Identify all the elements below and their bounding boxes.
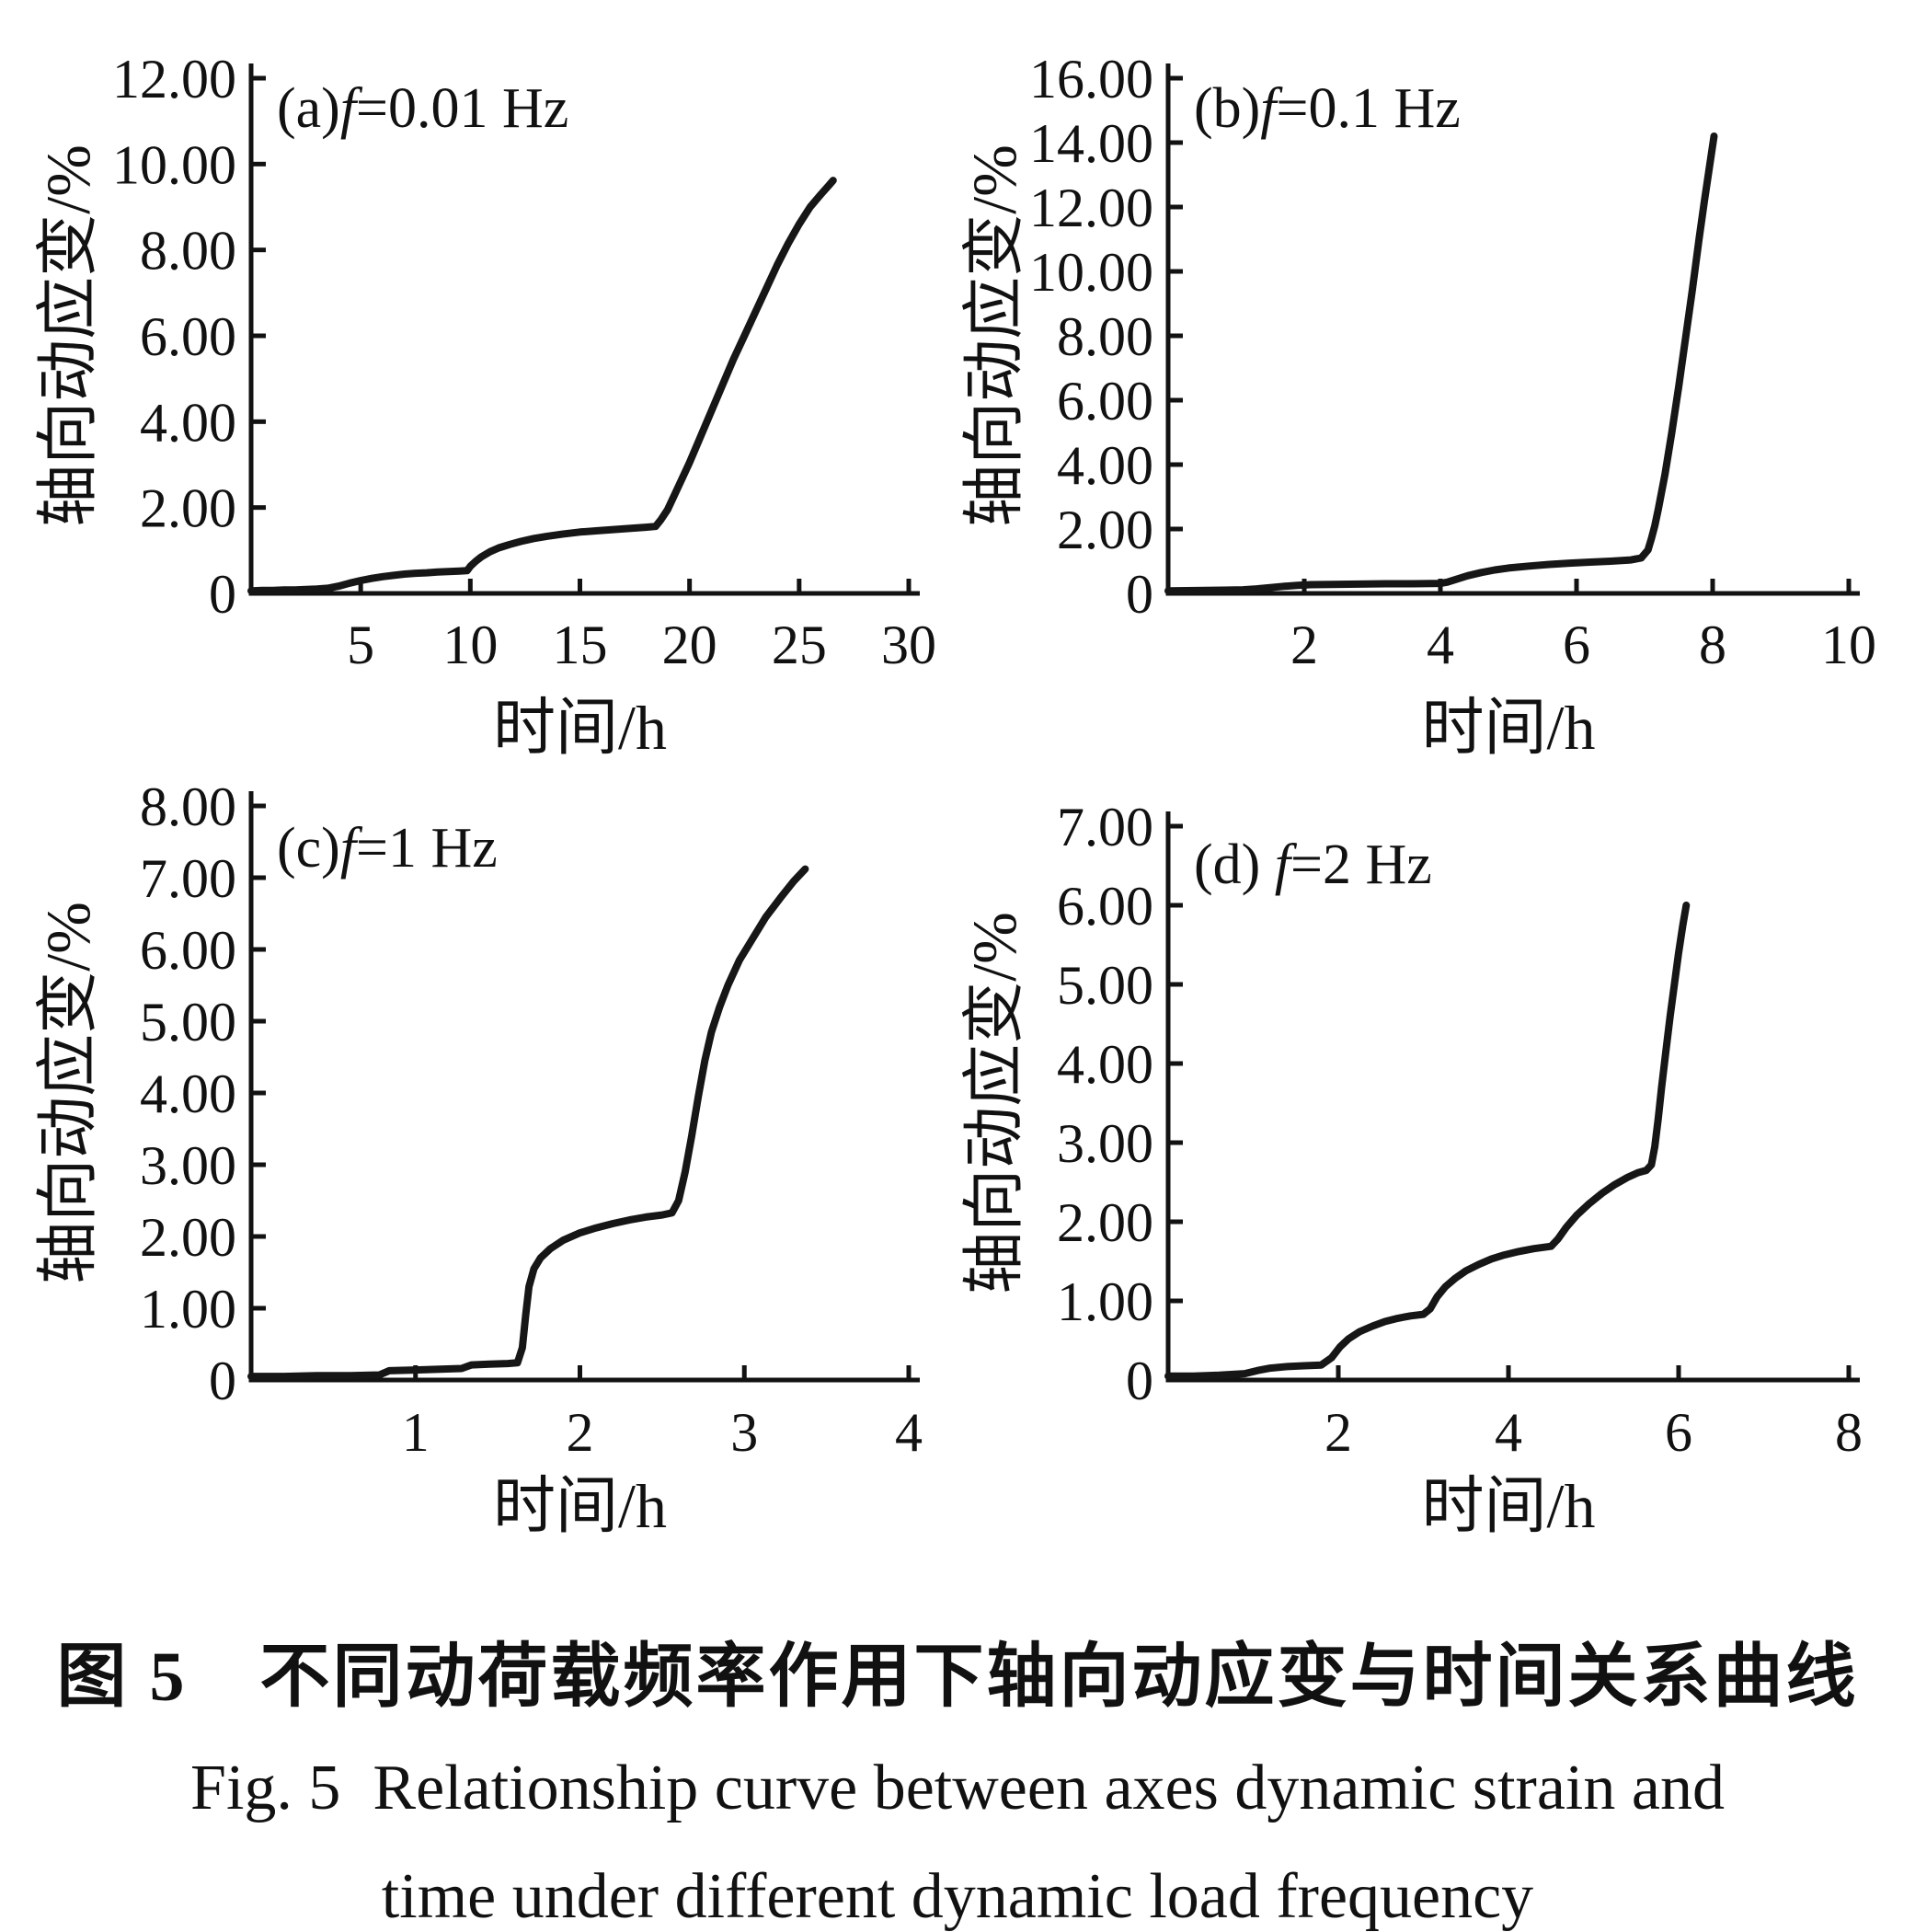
x-tick-label: 4 (895, 1402, 923, 1463)
y-tick-label: 10.00 (112, 134, 236, 195)
y-tick-label: 0 (209, 564, 236, 625)
y-tick-label: 6.00 (1057, 876, 1153, 937)
y-tick-label: 12.00 (112, 49, 236, 109)
y-tick-label: 8.00 (140, 221, 236, 282)
y-tick-label: 10.00 (1029, 242, 1153, 303)
y-axis-label: 轴向动应变/% (959, 144, 1029, 527)
y-tick-label: 3.00 (140, 1135, 236, 1196)
axis-lines (248, 791, 920, 1383)
axis-lines (1165, 63, 1860, 596)
caption-chinese: 图 5 不同动荷载频率作用下轴向动应变与时间关系曲线 (56, 1639, 1859, 1716)
y-tick-label: 6.00 (140, 306, 236, 367)
x-tick-label: 2 (1324, 1402, 1352, 1463)
subplot-title: (c)f=1 Hz (277, 817, 498, 880)
subplot-title: (a)f=0.01 Hz (277, 77, 568, 140)
x-tick-label: 4 (1427, 615, 1454, 675)
subplot-title: (d) f=2 Hz (1194, 834, 1432, 896)
subplot-a: 5 10 15 20 25 30 0 2.00 4.00 6.00 8.00 10.00 12.00轴向… (33, 49, 936, 763)
y-tick-label: 4.00 (140, 1064, 236, 1124)
y-tick-label: 14.00 (1029, 113, 1153, 174)
x-axis-label: 时间/h (1422, 1471, 1596, 1541)
y-axis-label: 轴向动应变/% (33, 902, 103, 1284)
y-tick-label: 4.00 (140, 392, 236, 453)
y-tick-label: 12.00 (1029, 178, 1153, 238)
data-curve (247, 177, 837, 595)
y-tick-label: 0 (1126, 564, 1153, 625)
y-tick-label: 8.00 (140, 776, 236, 837)
x-tick-label: 15 (553, 615, 608, 675)
figure-captions: 图 5 不同动荷载频率作用下轴向动应变与时间关系曲线 Fig. 5 Relati… (0, 1605, 1915, 1929)
x-tick-label: 20 (662, 615, 717, 675)
data-curve (247, 865, 809, 1381)
y-tick-label: 6.00 (1057, 371, 1153, 431)
x-axis-label: 时间/h (493, 693, 667, 763)
y-tick-label: 4.00 (1057, 1034, 1153, 1095)
subplot-c: 1 2 3 4 0 1.00 2.00 3.00 4.00 5.00 6.00 7.00 8.00 轴向动… (33, 776, 923, 1541)
x-tick-label: 3 (730, 1402, 758, 1463)
subplot-b: 2 4 6 8 10 02.004.006.008.0010.0012.0014.0016… (959, 49, 1876, 763)
y-tick-label: 0 (1126, 1351, 1153, 1411)
x-tick-label: 1 (402, 1402, 430, 1463)
x-tick-label: 5 (347, 615, 374, 675)
y-tick-label: 2.00 (1057, 500, 1153, 560)
y-axis-label: 轴向动应变/% (33, 144, 103, 527)
x-tick-label: 4 (1495, 1402, 1522, 1463)
subplot-d: 2 4 6 8 0 1.00 2.00 3.00 4.00 5.00 6.00 7.00 轴向动应变/%… (959, 797, 1863, 1541)
y-tick-label: 5.00 (1057, 955, 1153, 1016)
axis-lines (1165, 811, 1860, 1383)
y-tick-label: 8.00 (1057, 306, 1153, 367)
x-tick-label: 25 (772, 615, 827, 675)
subplot-title: (b)f=0.1 Hz (1194, 77, 1461, 140)
y-tick-label: 16.00 (1029, 49, 1153, 109)
x-tick-label: 2 (1290, 615, 1318, 675)
y-tick-label: 2.00 (140, 478, 236, 539)
x-tick-label: 30 (881, 615, 936, 675)
y-tick-label: 5.00 (140, 992, 236, 1052)
x-tick-label: 10 (1821, 615, 1876, 675)
x-axis-label: 时间/h (493, 1471, 667, 1541)
y-tick-label: 3.00 (1057, 1113, 1153, 1174)
y-tick-label: 2.00 (1057, 1192, 1153, 1253)
y-tick-label: 2.00 (140, 1207, 236, 1268)
data-curve (1164, 902, 1691, 1380)
axis-lines (248, 63, 920, 596)
y-axis-label: 轴向动应变/% (959, 912, 1029, 1294)
x-tick-label: 8 (1835, 1402, 1863, 1463)
x-tick-label: 10 (442, 615, 498, 675)
caption-english-line2: time under different dynamic load freque… (381, 1861, 1534, 1932)
y-tick-label: 0 (209, 1351, 236, 1411)
y-tick-label: 1.00 (1057, 1271, 1153, 1332)
x-axis-label: 时间/h (1422, 693, 1596, 763)
x-tick-label: 6 (1563, 615, 1590, 675)
x-tick-label: 6 (1665, 1402, 1692, 1463)
y-tick-label: 7.00 (1057, 797, 1153, 857)
x-tick-label: 2 (567, 1402, 594, 1463)
y-tick-label: 1.00 (140, 1279, 236, 1340)
data-curve (1164, 132, 1718, 595)
y-tick-label: 6.00 (140, 920, 236, 981)
x-tick-label: 8 (1699, 615, 1726, 675)
y-tick-label: 7.00 (140, 848, 236, 909)
y-tick-label: 4.00 (1057, 435, 1153, 496)
caption-english-line1: Fig. 5 Relationship curve between axes d… (190, 1753, 1725, 1823)
